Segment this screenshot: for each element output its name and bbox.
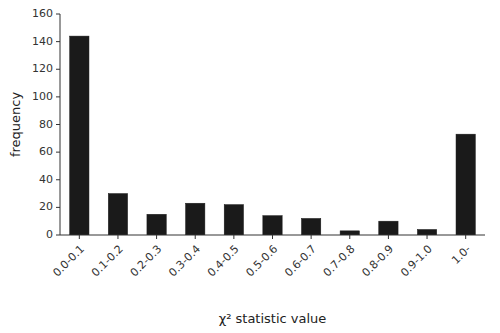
bars [70,36,476,235]
x-tick [465,235,466,239]
chart-svg: 0 20 40 60 80 100 120 140 160 0.0-0.10.1-0.20.2-0… [0,0,500,333]
y-tick [56,41,60,42]
y-tick [56,124,60,125]
y-tick [56,96,60,97]
y-tick-label: 120 [32,62,53,75]
x-tick-label: 0.8-0.9 [359,243,396,280]
y-axis: 0 20 40 60 80 100 120 140 160 [32,7,60,241]
y-tick-label: 160 [32,7,53,20]
y-tick [56,235,60,236]
chart-container: 0 20 40 60 80 100 120 140 160 0.0-0.10.1-0.20.2-0… [0,0,500,333]
x-tick [117,235,118,239]
x-tick [195,235,196,239]
x-tick-label: 0.6-0.7 [282,243,319,280]
x-tick [233,235,234,239]
x-tick [427,235,428,239]
x-tick-label: 1.0- [449,243,473,267]
y-tick-label: 40 [39,173,53,186]
y-tick-label: 140 [32,35,53,48]
x-axis-label: χ² statistic value [219,311,327,326]
x-tick [311,235,312,239]
bar [301,218,320,235]
x-tick-label: 0.5-0.6 [244,243,281,280]
y-tick [56,69,60,70]
y-tick [56,152,60,153]
bar [417,229,436,235]
x-tick-label: 0.1-0.2 [89,243,126,280]
y-tick-label: 80 [39,118,53,131]
bar [108,194,127,235]
y-tick [56,207,60,208]
bar [456,134,475,235]
x-tick [272,235,273,239]
y-tick-label: 60 [39,145,53,158]
y-axis-label: frequency [8,92,23,158]
bar [379,221,398,235]
x-axis: 0.0-0.10.1-0.20.2-0.30.3-0.40.4-0.50.5-0… [50,235,485,279]
x-tick [156,235,157,239]
y-tick-label: 20 [39,200,53,213]
x-tick [79,235,80,239]
x-tick-label: 0.9-1.0 [398,243,435,280]
bar [224,205,243,235]
bar [186,203,205,235]
y-tick [56,14,60,15]
x-tick-label: 0.3-0.4 [166,243,203,280]
x-tick [388,235,389,239]
x-tick [349,235,350,239]
bar [340,231,359,235]
x-tick-label: 0.0-0.1 [50,243,87,280]
bar [263,216,282,235]
x-tick-label: 0.2-0.3 [128,243,165,280]
bar [70,36,89,235]
y-tick-label: 100 [32,90,53,103]
bar [147,214,166,235]
x-tick-label: 0.4-0.5 [205,243,242,280]
y-tick [56,179,60,180]
y-tick-label: 0 [46,228,53,241]
x-tick-label: 0.7-0.8 [321,243,358,280]
